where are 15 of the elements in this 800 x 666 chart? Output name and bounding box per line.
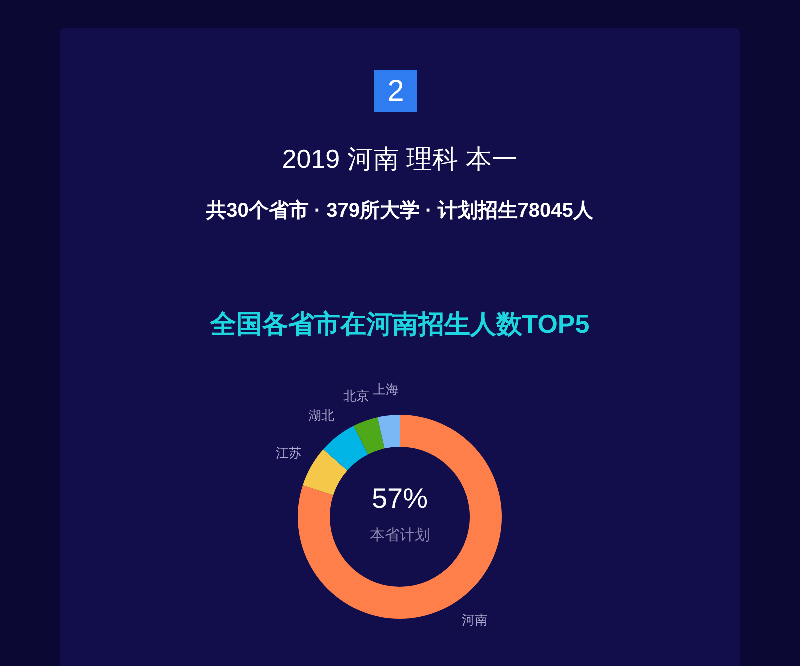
text: 2 [388, 75, 404, 108]
donut-slice [323, 426, 368, 471]
donut-slice [354, 417, 385, 455]
text: 全国各省市在河南招生人数TOP5 [209, 309, 590, 339]
slice-label: 河南 [462, 612, 488, 628]
donut-slice [378, 415, 400, 449]
chart-subtitle: 共30个省市 · 379所大学 · 计划招生78045人 [206, 199, 594, 222]
donut-slice [302, 450, 348, 496]
text: 57% [372, 483, 428, 514]
slice-label: 湖北 [308, 408, 335, 423]
chart-title: 2019 河南 理科 本一 [282, 144, 518, 174]
slice-label: 北京 [344, 388, 370, 404]
slice-label: 江苏 [276, 446, 302, 461]
text: 本省计划 [370, 527, 430, 544]
slice-label: 上海 [372, 382, 399, 397]
